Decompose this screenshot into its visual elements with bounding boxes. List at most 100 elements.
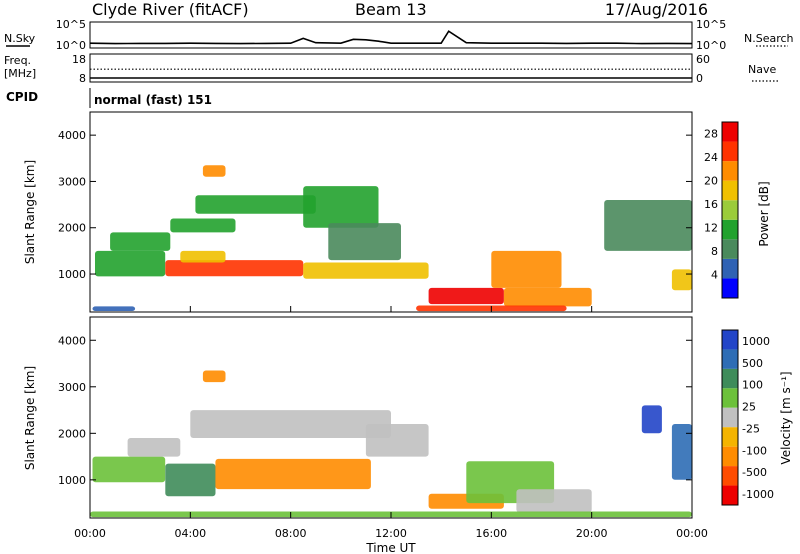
velocity-echo-patch [92,456,166,483]
power-colorbar-segment [722,258,738,279]
power-echo-patch [170,218,236,233]
power-ytick-label: 4000 [58,129,86,142]
power-echo-patch [110,232,171,251]
velocity-ytick-label: 3000 [58,381,86,394]
xaxis-label: Time UT [365,541,416,554]
date-label: 17/Aug/2016 [605,0,708,19]
velocity-colorbar-frame [721,329,739,506]
power-colorbar-tick-label: 24 [704,151,718,164]
power-colorbar-frame [721,121,739,299]
xtick-label: 16:00 [475,527,507,540]
power-colorbar-segment [722,278,738,298]
noise-right-tick-top: 10^5 [696,18,726,31]
power-echo-patch [328,223,401,261]
velocity-echo-patch [641,405,662,434]
power-echo-patch [202,165,226,177]
noise-series-line [89,30,693,45]
velocity-echo-patch [190,410,391,438]
velocity-colorbar-tick-label: -1000 [742,488,774,501]
power-echo-patch [428,287,504,305]
cpid-mode: normal (fast) 151 [94,93,212,107]
velocity-echo-patch [202,370,226,383]
power-colorbar-segment [722,239,738,259]
power-panel-bg [90,112,692,312]
velocity-colorbar-segment [722,330,738,350]
xtick-label: 08:00 [275,527,307,540]
power-colorbar-segment [722,219,738,240]
power-colorbar-segment [722,122,738,142]
velocity-colorbar-tick-label: 500 [742,357,763,370]
power-colorbar-tick-label: 28 [704,128,718,141]
power-colorbar-tick-label: 4 [711,269,718,282]
power-echo-patch [195,195,316,214]
velocity-ytick-label: 1000 [58,474,86,487]
power-echo-patch [95,250,166,277]
velocity-colorbar-tick-label: 25 [742,401,756,414]
power-echo-patch [165,260,304,277]
velocity-echo-patch [127,438,181,457]
power-ylabel: Slant Range [km] [23,160,37,264]
noise-right-tick-bottom: 10^0 [696,39,726,52]
velocity-colorbar-tick-label: -25 [742,422,760,435]
beam-label: Beam 13 [355,0,427,19]
freq-tick-bottom: 8 [79,72,86,85]
noise-panel-frame [89,21,693,49]
freq-tick-top: 18 [72,53,86,66]
power-colorbar-segment [722,161,738,181]
nave-label: Nave [748,63,776,76]
station-title: Clyde River (fitACF) [92,0,249,19]
power-colorbar-tick-label: 20 [704,175,718,188]
velocity-echo-patch [215,458,371,490]
velocity-colorbar-segment [722,368,738,389]
velocity-colorbar-tick-label: 100 [742,379,763,392]
noise-left-tick-top: 10^5 [56,18,86,31]
xtick-label: 20:00 [576,527,608,540]
xtick-label: 12:00 [375,527,407,540]
power-echo-patch [671,269,692,291]
freq-label-line1: Freq. [4,54,31,67]
freq-panel-frame [89,53,693,83]
velocity-ytick-label: 2000 [58,427,86,440]
power-ytick-label: 1000 [58,268,86,281]
velocity-echo-patch [516,489,592,513]
velocity-colorbar-segment [722,349,738,369]
nave-tick-bottom: 0 [696,72,703,85]
xtick-label: 00:00 [74,527,106,540]
velocity-colorbar-tick-label: -500 [742,466,767,479]
cpid-label: CPID [6,90,38,104]
velocity-colorbar-segment [722,446,738,467]
power-echo-patch [604,200,692,251]
power-echo-patch [303,186,379,228]
power-colorbar-tick-label: 8 [711,245,718,258]
power-colorbar-tick-label: 12 [704,222,718,235]
power-echo-patch [180,250,226,263]
velocity-echo-patch [165,463,216,497]
velocity-ylabel: Slant Range [km] [23,366,37,470]
power-colorbar-segment [722,200,738,220]
noise-left-label: N.Sky [4,32,36,45]
velocity-echo-patch [671,424,692,480]
velocity-colorbar-segment [722,388,738,408]
velocity-colorbar-segment [722,485,738,505]
velocity-echo-patch [365,424,429,457]
power-ytick-label: 3000 [58,175,86,188]
velocity-colorbar-tick-label: -100 [742,444,767,457]
velocity-colorbar-segment [722,407,738,428]
power-colorbar-segment [722,180,738,201]
power-echo-patch [92,306,136,311]
power-ytick-label: 2000 [58,222,86,235]
freq-label-line2: [MHz] [4,67,36,80]
power-colorbar-label: Power [dB] [757,181,771,246]
noise-right-label: N.Search [744,32,794,45]
velocity-colorbar-tick-label: 1000 [742,335,770,348]
velocity-colorbar-segment [722,427,738,447]
power-echo-patch [303,262,429,279]
power-colorbar-segment [722,141,738,162]
velocity-ytick-label: 4000 [58,334,86,347]
power-echo-patch [491,250,562,288]
velocity-colorbar-segment [722,466,738,486]
xtick-label: 04:00 [174,527,206,540]
velocity-colorbar-label: Velocity [m s⁻¹] [779,371,793,464]
nave-tick-top: 60 [696,53,710,66]
